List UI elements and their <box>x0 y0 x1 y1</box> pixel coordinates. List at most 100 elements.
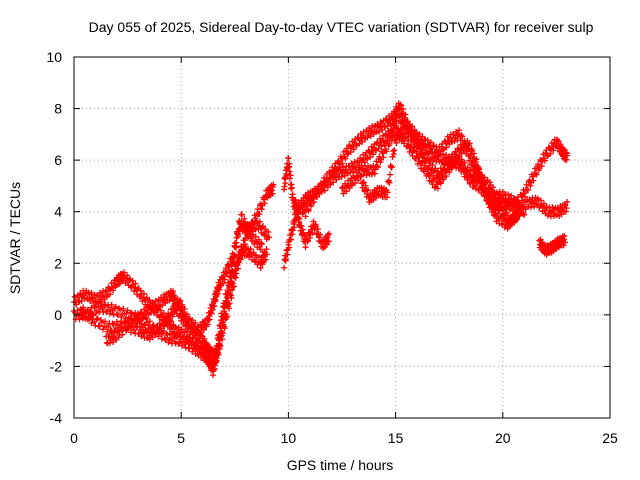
data-point <box>523 181 530 188</box>
data-point <box>155 329 162 336</box>
data-point <box>481 174 488 181</box>
data-point <box>387 121 394 128</box>
data-point <box>408 141 415 148</box>
data-point <box>288 184 295 191</box>
data-point <box>269 190 276 197</box>
data-point <box>356 140 363 147</box>
data-point <box>386 179 393 186</box>
series-track-i <box>358 119 528 218</box>
data-point <box>282 180 289 187</box>
data-point <box>316 189 323 196</box>
data-point <box>456 127 463 134</box>
data-point <box>395 133 402 140</box>
data-point <box>335 157 342 164</box>
data-point <box>493 189 500 196</box>
data-point <box>88 289 95 296</box>
data-point <box>446 169 453 176</box>
data-point <box>129 320 136 327</box>
data-point <box>538 162 545 169</box>
data-point <box>233 270 240 277</box>
data-point <box>137 287 144 294</box>
data-point <box>161 323 168 330</box>
data-point <box>478 172 485 179</box>
data-point <box>125 319 132 326</box>
data-point <box>315 183 322 190</box>
data-point <box>418 160 425 167</box>
data-point <box>94 315 101 322</box>
data-point <box>98 299 105 306</box>
data-point <box>121 269 128 276</box>
data-point <box>433 153 440 160</box>
data-point <box>562 202 569 209</box>
data-point <box>321 178 328 185</box>
data-point <box>138 320 145 327</box>
data-point <box>371 170 378 177</box>
data-point <box>224 270 231 277</box>
data-point <box>561 232 568 239</box>
data-point <box>473 169 480 176</box>
data-point <box>117 306 124 313</box>
data-point <box>396 107 403 114</box>
data-point <box>131 327 138 334</box>
data-point <box>213 291 220 298</box>
data-point <box>513 197 520 204</box>
data-point <box>431 184 438 191</box>
data-point <box>393 139 400 146</box>
data-point <box>388 137 395 144</box>
data-point <box>564 152 571 159</box>
data-point <box>443 173 450 180</box>
data-point <box>285 155 292 162</box>
data-point <box>175 324 182 331</box>
data-point <box>452 148 459 155</box>
data-point <box>407 145 414 152</box>
data-point <box>256 211 263 218</box>
data-point <box>241 241 248 248</box>
data-point <box>525 187 532 194</box>
y-tick-label: 4 <box>54 204 62 220</box>
data-point <box>286 160 293 167</box>
data-point <box>247 246 254 253</box>
y-tick-label: 2 <box>54 255 62 271</box>
data-point <box>305 237 312 244</box>
data-point <box>432 165 439 172</box>
data-point <box>354 174 361 181</box>
data-point <box>289 191 296 198</box>
data-point <box>157 307 164 314</box>
data-point <box>108 301 115 308</box>
data-point <box>240 246 247 253</box>
data-point <box>169 288 176 295</box>
data-point <box>434 185 441 192</box>
data-point <box>110 338 117 345</box>
data-point <box>372 194 379 201</box>
data-point <box>129 277 136 284</box>
data-point <box>80 304 87 311</box>
data-point <box>177 297 184 304</box>
data-point <box>398 102 405 109</box>
x-tick-label: 25 <box>602 430 618 446</box>
data-point <box>284 251 291 258</box>
data-point <box>562 149 569 156</box>
data-point <box>212 357 219 364</box>
x-tick-label: 0 <box>70 430 78 446</box>
data-point <box>380 138 387 145</box>
data-point <box>208 310 215 317</box>
data-point <box>471 158 478 165</box>
data-point <box>427 170 434 177</box>
data-point <box>330 171 337 178</box>
data-point <box>347 149 354 156</box>
data-point <box>343 188 350 195</box>
data-point <box>470 167 477 174</box>
data-point <box>123 275 130 282</box>
data-point <box>181 306 188 313</box>
data-point <box>402 111 409 118</box>
data-point <box>151 308 158 315</box>
data-point <box>446 141 453 148</box>
data-point <box>180 328 187 335</box>
data-point <box>547 150 554 157</box>
data-point <box>228 262 235 269</box>
data-point <box>94 300 101 307</box>
data-point <box>143 334 150 341</box>
grid <box>74 57 610 418</box>
data-point <box>557 141 564 148</box>
data-point <box>367 133 374 140</box>
